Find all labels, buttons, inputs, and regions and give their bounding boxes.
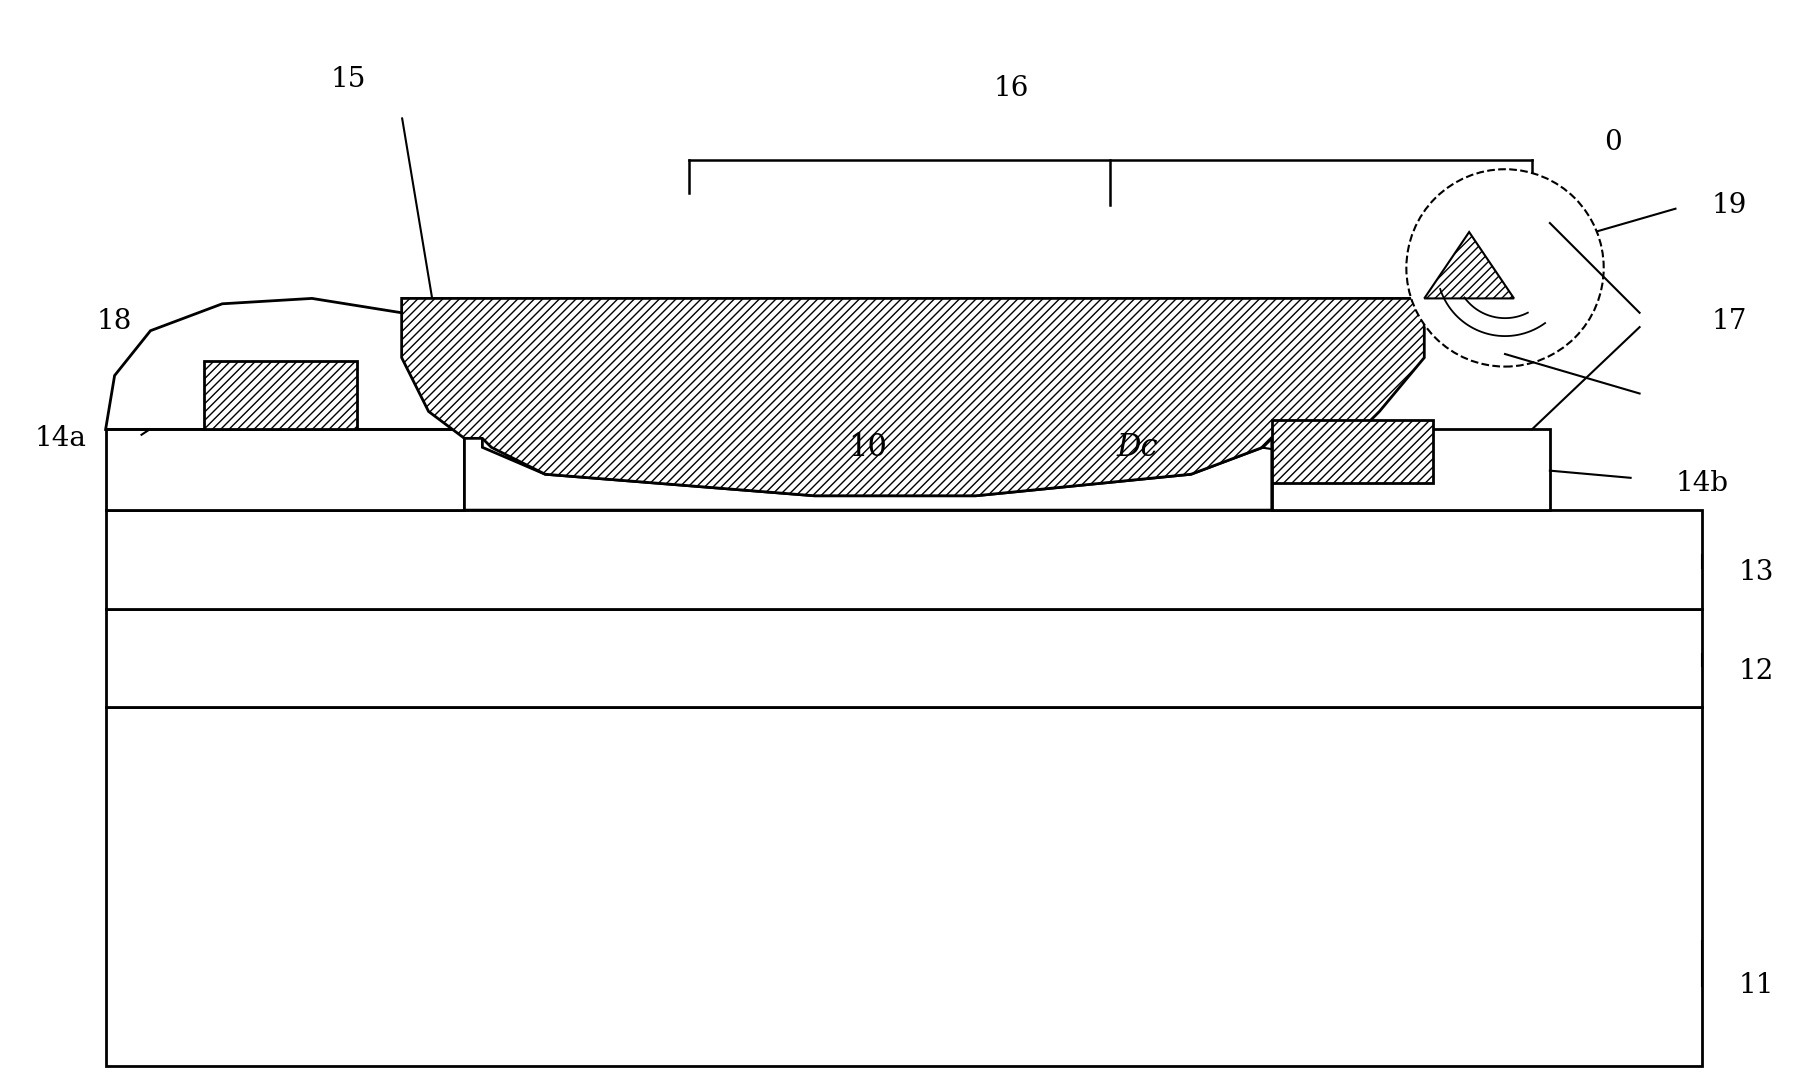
Text: 10: 10: [847, 431, 887, 463]
Text: 19: 19: [1711, 191, 1746, 218]
Text: 18: 18: [98, 308, 132, 335]
Bar: [105, 510, 1702, 609]
Polygon shape: [464, 429, 1270, 510]
Bar: [105, 429, 464, 510]
Polygon shape: [105, 298, 482, 429]
Bar: [105, 708, 1702, 1066]
Text: 17: 17: [1711, 308, 1746, 335]
Text: 11: 11: [1738, 972, 1773, 999]
Text: 14a: 14a: [34, 425, 87, 452]
Text: 14b: 14b: [1675, 470, 1727, 497]
Text: 16: 16: [994, 75, 1028, 102]
Bar: [204, 361, 356, 429]
Circle shape: [1406, 169, 1603, 367]
Text: 13: 13: [1738, 559, 1773, 586]
Text: 0: 0: [1603, 129, 1621, 156]
Bar: [105, 609, 1702, 708]
Polygon shape: [401, 298, 1424, 496]
Polygon shape: [1270, 429, 1549, 510]
Text: 15: 15: [331, 66, 365, 93]
Bar: [1270, 420, 1433, 483]
Text: Dc: Dc: [1115, 431, 1158, 463]
Text: 12: 12: [1738, 658, 1773, 685]
Polygon shape: [1424, 232, 1512, 298]
